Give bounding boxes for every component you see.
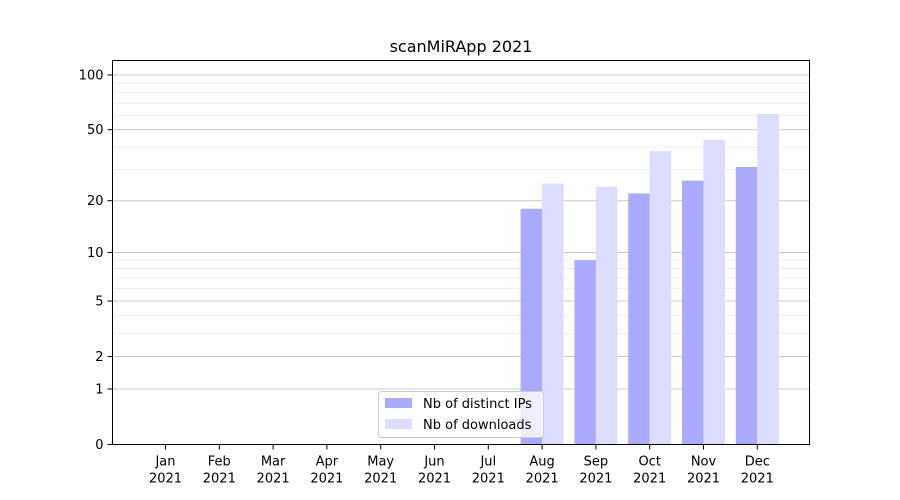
x-tick-label-year: 2021 (579, 472, 612, 487)
y-tick-label: 10 (87, 246, 104, 261)
y-tick-label: 0 (95, 438, 103, 453)
x-tick-label-month: Nov (691, 455, 717, 470)
legend-swatch (385, 419, 412, 429)
x-tick-label-year: 2021 (418, 472, 451, 487)
x-tick-label-month: Jan (154, 455, 175, 470)
bar-downloads (649, 151, 672, 445)
x-tick-label-month: Dec (745, 455, 770, 470)
y-tick-label: 100 (79, 68, 104, 83)
legend-swatch (385, 398, 412, 408)
x-tick-label-year: 2021 (310, 472, 343, 487)
y-tick-label: 1 (95, 382, 103, 397)
bar-downloads (757, 114, 779, 445)
bar-distinct-ips (682, 180, 704, 445)
x-tick-label-year: 2021 (741, 472, 774, 487)
x-tick-label-year: 2021 (364, 472, 397, 487)
x-tick-label-month: Aug (529, 455, 554, 470)
x-tick-label-month: May (367, 455, 394, 470)
y-tick-label: 20 (87, 194, 104, 209)
x-tick-label-year: 2021 (633, 472, 666, 487)
bar-downloads (703, 139, 725, 445)
x-tick-label-month: Oct (638, 455, 660, 470)
x-tick-label-month: Jul (479, 455, 496, 470)
y-tick-label: 50 (87, 123, 104, 138)
x-tick-label-month: Apr (316, 455, 339, 470)
x-tick-label-year: 2021 (149, 472, 182, 487)
chart-title: scanMiRApp 2021 (390, 37, 533, 56)
legend-label: Nb of downloads (423, 418, 532, 433)
x-tick-label-month: Feb (208, 455, 231, 470)
x-tick-label-year: 2021 (257, 472, 290, 487)
bar-distinct-ips (735, 166, 758, 445)
legend: Nb of distinct IPs Nb of downloads (378, 391, 544, 438)
x-tick-label-month: Sep (584, 455, 609, 470)
bar-distinct-ips (628, 193, 650, 445)
x-axis: Jan 2021 Feb 2021 Mar 2021 Apr 2021 May 2021 Jun 20… (149, 444, 774, 487)
bar-downloads (542, 183, 564, 445)
x-tick-label-month: Mar (261, 455, 286, 470)
x-tick-label-year: 2021 (203, 472, 236, 487)
bar-downloads (595, 186, 618, 445)
bars (520, 114, 779, 445)
legend-label: Nb of distinct IPs (423, 397, 532, 412)
legend-box (378, 391, 544, 438)
x-tick-label-year: 2021 (472, 472, 505, 487)
y-tick-label: 5 (95, 295, 103, 310)
bar-distinct-ips (520, 208, 543, 445)
bar-distinct-ips (574, 260, 596, 445)
x-tick-label-month: Jun (423, 455, 444, 470)
y-axis: 0 1 2 5 10 20 50 100 (79, 68, 113, 453)
x-tick-label-year: 2021 (526, 472, 559, 487)
x-tick-label-year: 2021 (687, 472, 720, 487)
y-tick-label: 2 (95, 350, 103, 365)
